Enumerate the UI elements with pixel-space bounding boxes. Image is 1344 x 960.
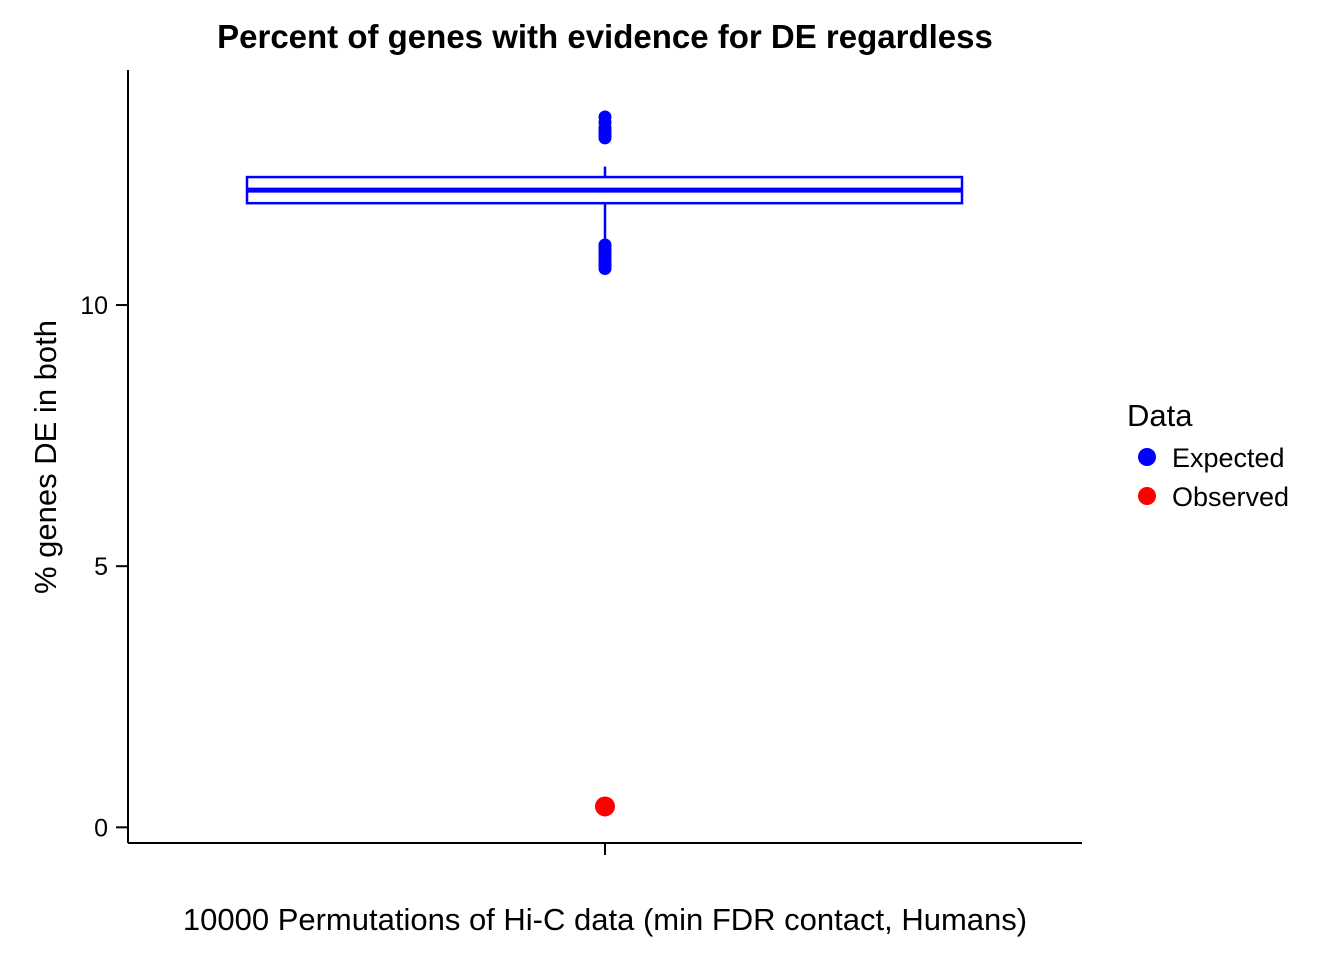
expected-outlier-point bbox=[598, 238, 612, 252]
legend-label-observed: Observed bbox=[1172, 482, 1289, 512]
y-tick-label: 10 bbox=[80, 292, 108, 320]
chart-title: Percent of genes with evidence for DE re… bbox=[217, 18, 993, 55]
plot-area bbox=[245, 110, 964, 817]
y-tick-label: 5 bbox=[94, 553, 108, 581]
legend-title: Data bbox=[1127, 398, 1193, 433]
observed-point bbox=[595, 796, 615, 817]
x-axis-label: 10000 Permutations of Hi-C data (min FDR… bbox=[183, 902, 1027, 937]
y-tick-label: 0 bbox=[94, 814, 108, 842]
y-axis-ticks: 0 5 10 bbox=[80, 292, 128, 842]
legend: Data Expected Observed bbox=[1127, 398, 1289, 512]
legend-label-expected: Expected bbox=[1172, 443, 1285, 473]
expected-outlier-point bbox=[598, 110, 612, 124]
legend-key-observed bbox=[1138, 487, 1156, 505]
y-axis-label: % genes DE in both bbox=[28, 320, 63, 594]
legend-key-expected bbox=[1138, 448, 1156, 466]
